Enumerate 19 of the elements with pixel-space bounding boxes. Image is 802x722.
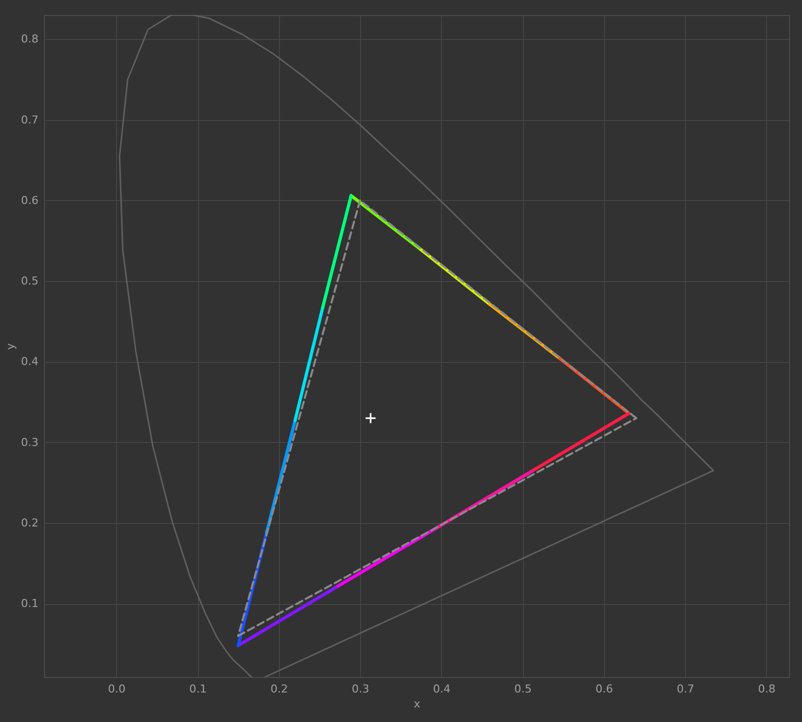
x-tick-label: 0.0 bbox=[108, 682, 126, 696]
x-tick-label: 0.7 bbox=[676, 682, 694, 696]
y-tick-label: 0.8 bbox=[21, 32, 38, 46]
y-tick-label: 0.2 bbox=[21, 516, 38, 530]
x-tick-label: 0.2 bbox=[270, 682, 288, 696]
x-tick-label: 0.4 bbox=[433, 682, 451, 696]
x-tick-label: 0.8 bbox=[758, 682, 776, 696]
y-tick-label: 0.6 bbox=[21, 194, 38, 207]
x-tick-label: 0.5 bbox=[514, 682, 532, 696]
x-tick-label: 0.6 bbox=[596, 682, 614, 696]
y-axis-title: y bbox=[4, 342, 18, 350]
x-tick-label: 0.3 bbox=[352, 682, 370, 696]
y-tick-label: 0.7 bbox=[21, 113, 38, 126]
x-tick-label: 0.1 bbox=[189, 682, 207, 696]
y-tick-label: 0.4 bbox=[21, 355, 38, 368]
x-axis-title: x bbox=[414, 698, 421, 710]
y-tick-label: 0.5 bbox=[21, 274, 38, 288]
y-tick-label: 0.1 bbox=[21, 597, 38, 610]
y-tick-label: 0.3 bbox=[21, 436, 38, 449]
